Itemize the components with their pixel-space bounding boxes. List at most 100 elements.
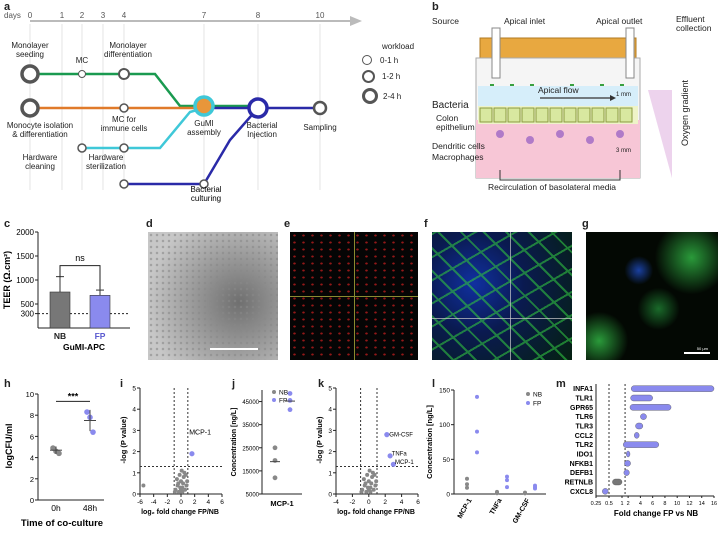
point-14 [183, 472, 188, 477]
point-8 [367, 468, 372, 473]
x-label: MCP-1 [270, 499, 293, 508]
y-tick-label-4: 4 [132, 407, 136, 414]
x-label-1: 48h [83, 503, 97, 513]
gene-label-1: TLR1 [576, 396, 594, 403]
svg-text:Sampling: Sampling [303, 123, 336, 132]
point-18 [366, 487, 371, 492]
y-tick-label-2: 1000 [16, 276, 34, 285]
sig-label: ns [75, 253, 85, 263]
y-tick-label-2: 2 [328, 449, 332, 456]
y-tick-label-2: 25000 [242, 446, 259, 452]
fp-0-2 [475, 429, 479, 434]
y-axis-title: Concentration [ng/L] [231, 408, 238, 477]
point-8 [179, 468, 184, 473]
timeline-diagram: days 0 1 2 3 4 7 8 10 Monolayer seeding M… [4, 11, 362, 190]
scale-bar-g [684, 352, 710, 354]
svg-text:Bacteria: Bacteria [432, 100, 469, 111]
panel-label-h: h [4, 378, 11, 390]
x-label-0: NB [54, 331, 66, 341]
gene-label-3: TLR6 [576, 414, 594, 421]
y-tick-label-4: 45000 [242, 400, 259, 406]
bar-tlr6 [640, 413, 647, 420]
legend-nb: NB [533, 392, 542, 399]
bar-defb1 [623, 469, 630, 476]
panel-label-c: c [4, 218, 11, 230]
fold-change-chart: 0.25 0.5 1 2 4 6 8 10 12 14 16 INFA1 TLR1 GPR65 TLR6 TL… [565, 384, 717, 518]
x-tick-label-9: 14 [699, 501, 705, 507]
bar-ido1 [626, 450, 631, 458]
y-tick-label-0: 0 [132, 492, 136, 499]
x-axis-title: log₂ fold change FP/NB [141, 509, 219, 516]
x-label-2: GM-CSF [512, 497, 532, 525]
y-tick-label-3: 6 [30, 432, 34, 441]
svg-text:Dendritic cells: Dendritic cells [432, 141, 485, 151]
day-ticks: 0 1 2 3 4 7 8 10 [28, 11, 325, 20]
svg-text:collection: collection [676, 23, 712, 33]
scale-label-g: 50 μm [696, 346, 708, 351]
point-6 [183, 487, 188, 492]
days-label: days [4, 11, 21, 20]
point-12 [184, 483, 189, 488]
gene-label-8: NFKB1 [570, 461, 593, 468]
annot-0: GM-CSF [389, 433, 413, 439]
svg-text:Apical outlet: Apical outlet [596, 16, 643, 26]
svg-text:Monocyte isolation& differenti: Monocyte isolation & differentiation [7, 121, 73, 139]
workload-legend: workload 0-1 h 1-2 h 2-4 h [362, 42, 422, 104]
svg-text:4: 4 [122, 11, 127, 20]
device-diagram: Source Apical inlet Apical outlet Efflue… [432, 14, 712, 192]
gene-label-0: INFA1 [573, 386, 593, 393]
gene-label-9: DEFB1 [570, 470, 593, 477]
micrograph-brightfield [148, 232, 278, 360]
y-tick-label-5: 5 [328, 386, 332, 393]
bar-nfkb1 [624, 460, 631, 467]
y-tick-label-3: 1500 [16, 252, 34, 261]
y-tick-label-1: 500 [21, 300, 35, 309]
y-tick-label-0: 300 [21, 310, 35, 319]
legend-fp: FP [279, 398, 287, 405]
micrograph-green-blue [432, 232, 572, 360]
bar-tlr1 [630, 394, 653, 402]
y-axis-title: Concentration [ng/L] [425, 405, 434, 479]
lbl-culturing: Bacterial culturing [190, 185, 221, 203]
x-label-0: 0h [51, 503, 61, 513]
point-gm-csf [384, 432, 390, 438]
panel-label-m: m [556, 378, 566, 390]
nb-point-1 [272, 458, 278, 463]
legend-fp: FP [533, 401, 541, 408]
svg-text:MC: MC [76, 56, 89, 65]
y-axis-title: TEER (Ω.cm²) [2, 251, 12, 309]
bar-tlr2 [623, 441, 660, 448]
gene-label-4: TLR3 [576, 424, 594, 431]
point-9 [369, 481, 374, 486]
x-tick-label-3: 2 [383, 499, 387, 506]
y-tick-label-5: 5 [132, 386, 136, 393]
bar-gpr65 [629, 404, 672, 411]
lbl-seeding: Monolayer seeding [11, 41, 49, 59]
x-label-1: FP [95, 331, 106, 341]
x-tick-label-7: 10 [674, 501, 680, 507]
gene-label-10: RETNLB [565, 480, 593, 487]
y-tick-label-4: 4 [328, 407, 332, 414]
x-tick-label-5: 4 [207, 499, 211, 506]
point-7 [177, 472, 182, 477]
nb-point-2 [272, 475, 278, 481]
y-tick-label-3: 3 [132, 428, 136, 435]
point-7 [365, 472, 370, 477]
x-tick-label-5: 6 [416, 499, 420, 506]
x-tick-label-0: 0.25 [591, 501, 602, 507]
volcano-k-chart: -4 -2 0 2 4 6 0 1 2 3 4 5 log₂ fold change FP/NB -log… [315, 386, 420, 517]
panel-label-a: a [4, 1, 11, 13]
nb-0-1 [465, 485, 469, 490]
x-tick-label-1: -4 [151, 499, 157, 506]
oxygen-gradient-shape [648, 90, 672, 178]
fp-point-2 [287, 407, 293, 413]
point-9 [181, 481, 186, 486]
x-tick-label-0: -4 [333, 499, 339, 506]
sig-label: *** [68, 391, 79, 401]
annot-1: TNFa [392, 452, 408, 458]
scale-bar [210, 348, 258, 350]
